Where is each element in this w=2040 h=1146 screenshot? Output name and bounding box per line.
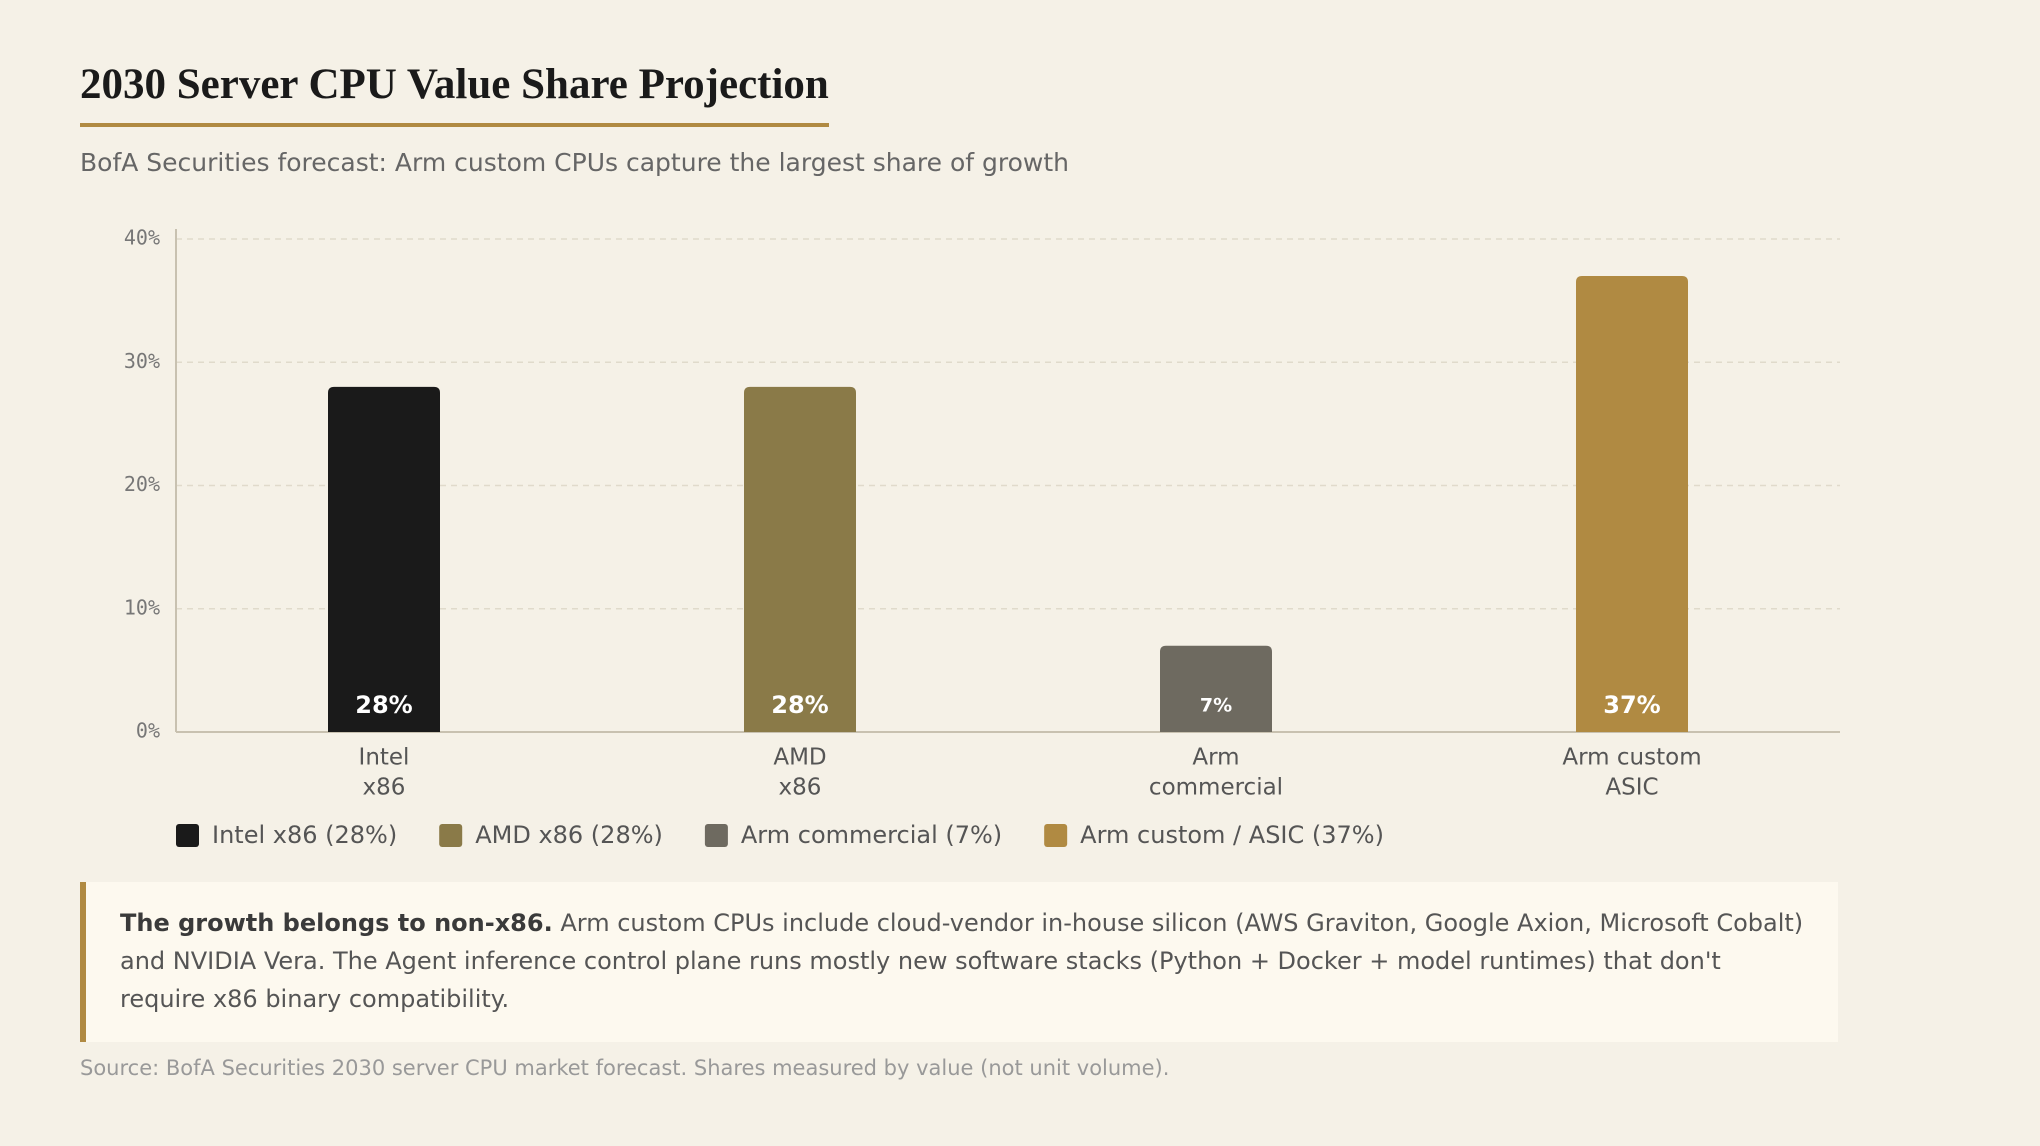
y-tick-label: 20% xyxy=(124,472,160,496)
y-tick-label: 40% xyxy=(124,226,160,250)
value-label: 28% xyxy=(355,691,412,719)
bar xyxy=(328,386,440,732)
bar xyxy=(744,386,856,732)
value-label: 28% xyxy=(771,691,828,719)
note-text: Arm custom CPUs include cloud-vendor in-… xyxy=(120,909,1804,1013)
x-tick-label: x86 xyxy=(363,775,406,801)
bar xyxy=(1160,645,1272,732)
note: The growth belongs to non-x86. Arm custo… xyxy=(80,882,1838,1042)
legend-label: Arm custom / ASIC (37%) xyxy=(1080,821,1384,849)
x-tick-label: AMD xyxy=(773,745,826,771)
value-label: 7% xyxy=(1200,695,1232,717)
bar xyxy=(1576,275,1688,732)
note-lead: The growth belongs to non-x86. xyxy=(120,909,553,937)
legend-swatch xyxy=(439,824,463,847)
legend-swatch xyxy=(704,824,728,847)
x-tick-label: x86 xyxy=(779,775,822,801)
x-tick-label: Intel xyxy=(359,745,410,771)
legend-label: AMD x86 (28%) xyxy=(475,821,663,849)
value-label: 37% xyxy=(1603,691,1660,719)
y-tick-label: 0% xyxy=(136,719,160,743)
legend-swatch xyxy=(1044,824,1068,847)
legend-label: Arm commercial (7%) xyxy=(741,821,1002,849)
source: Source: BofA Securities 2030 server CPU … xyxy=(80,1056,1170,1080)
y-tick-label: 30% xyxy=(124,349,160,373)
legend-label: Intel x86 (28%) xyxy=(212,821,397,849)
x-tick-label: Arm custom xyxy=(1562,745,1701,771)
x-tick-label: commercial xyxy=(1149,775,1283,801)
legend-swatch xyxy=(176,824,199,847)
x-tick-label: Arm xyxy=(1192,745,1239,771)
chart-subtitle: BofA Securities forecast: Arm custom CPU… xyxy=(80,148,1070,177)
chart-title: 2030 Server CPU Value Share Projection xyxy=(80,60,829,127)
x-tick-label: ASIC xyxy=(1605,775,1658,801)
y-tick-label: 10% xyxy=(124,595,160,619)
